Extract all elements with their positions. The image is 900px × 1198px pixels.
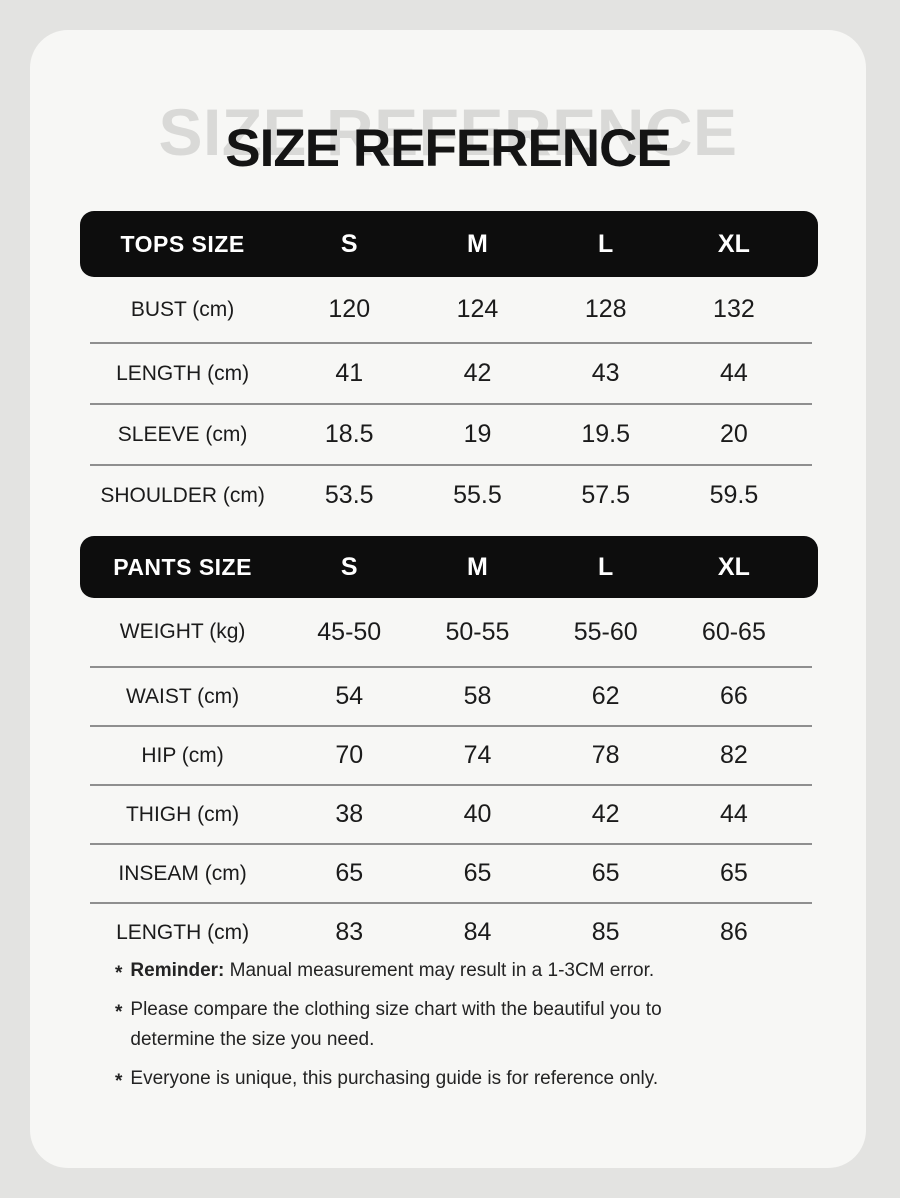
size-value: 128 xyxy=(584,295,627,323)
row-divider xyxy=(90,902,812,904)
tops-size-table: TOPS SIZE S M L XL BUST (cm) 120 124 128 132 LENGT… xyxy=(80,211,818,525)
row-label: LENGTH (cm) xyxy=(116,920,250,944)
asterisk-marker: * xyxy=(115,1002,123,1023)
row-label: INSEAM (cm) xyxy=(118,861,247,885)
size-value: 41 xyxy=(335,359,364,387)
row-label: LENGTH (cm) xyxy=(116,361,250,385)
size-value: 54 xyxy=(335,682,364,710)
table-row: LENGTH (cm) 83 84 85 86 xyxy=(80,904,818,961)
footnote: * Everyone is unique, this purchasing gui… xyxy=(115,1064,811,1094)
size-value: 42 xyxy=(463,359,492,387)
row-divider xyxy=(90,784,812,786)
size-value: 120 xyxy=(328,295,371,323)
size-value: 84 xyxy=(463,918,492,946)
size-value: 74 xyxy=(463,741,492,769)
size-value: 62 xyxy=(591,682,620,710)
asterisk-marker: * xyxy=(115,1071,123,1092)
size-value: 124 xyxy=(456,295,499,323)
size-tables: TOPS SIZE S M L XL BUST (cm) 120 124 128 132 LENGT… xyxy=(80,211,818,961)
row-label: WEIGHT (kg) xyxy=(119,620,246,643)
footnote-text: Reminder: Manual measurement may result … xyxy=(130,960,655,981)
size-value: 58 xyxy=(463,682,492,710)
size-value: 65 xyxy=(463,859,492,887)
row-divider xyxy=(90,666,812,668)
size-value: 57.5 xyxy=(581,481,631,509)
size-value: 82 xyxy=(720,741,748,769)
pants-size-header-bar: PANTS SIZE S M L XL xyxy=(80,536,818,598)
size-value: 59.5 xyxy=(709,481,759,509)
table-header-label: PANTS SIZE xyxy=(113,553,252,580)
row-divider xyxy=(90,464,812,466)
size-value: 45-50 xyxy=(317,617,382,646)
size-column-header: M xyxy=(467,552,488,581)
size-value: 66 xyxy=(720,682,748,710)
size-value: 42 xyxy=(591,800,620,828)
size-value: 53.5 xyxy=(324,481,374,509)
size-value: 55-60 xyxy=(573,617,638,646)
footnote-text: Everyone is unique, this purchasing guid… xyxy=(130,1068,659,1089)
size-column-header: L xyxy=(598,229,614,258)
page-title: SIZE REFERENCE xyxy=(225,119,671,178)
table-row: WAIST (cm) 54 58 62 66 xyxy=(80,668,818,725)
size-value: 40 xyxy=(463,800,492,828)
row-label: SHOULDER (cm) xyxy=(100,483,265,507)
size-value: 38 xyxy=(335,800,364,828)
size-value: 19.5 xyxy=(581,420,631,448)
size-value: 132 xyxy=(713,295,755,323)
footnote-text: Please compare the clothing size chart w… xyxy=(130,999,662,1050)
title-block: SIZE REFERENCE SIZE REFERENCE xyxy=(30,30,866,215)
size-value: 86 xyxy=(720,918,748,946)
size-value: 50-55 xyxy=(445,617,510,646)
table-row: THIGH (cm) 38 40 42 44 xyxy=(80,786,818,843)
row-label: HIP (cm) xyxy=(141,743,224,767)
size-value: 85 xyxy=(591,918,620,946)
size-value: 65 xyxy=(720,859,748,887)
table-row: INSEAM (cm) 65 65 65 65 xyxy=(80,845,818,902)
table-row: BUST (cm) 120 124 128 132 xyxy=(80,277,818,342)
table-header-label: TOPS SIZE xyxy=(120,230,245,257)
pants-size-table: PANTS SIZE S M L XL WEIGHT (kg) 45-50 50-55 55-6… xyxy=(80,536,818,961)
row-divider xyxy=(90,403,812,405)
size-column-header: XL xyxy=(717,552,750,581)
title-echo-watermark: SIZE REFERENCE xyxy=(158,95,738,169)
footnote: * Reminder: Manual measurement may result… xyxy=(115,956,811,986)
row-label: WAIST (cm) xyxy=(125,684,240,708)
size-reference-card: SIZE REFERENCE SIZE REFERENCE TOPS SIZE S… xyxy=(30,30,866,1168)
table-row: SLEEVE (cm) 18.5 19 19.5 20 xyxy=(80,405,818,464)
size-column-header: S xyxy=(340,552,358,581)
footnote-bold-prefix: Reminder: xyxy=(130,960,225,981)
size-column-header: M xyxy=(467,229,488,258)
size-value: 19 xyxy=(463,420,492,448)
table-row: LENGTH (cm) 41 42 43 44 xyxy=(80,344,818,403)
row-label: THIGH (cm) xyxy=(125,802,240,826)
size-value: 60-65 xyxy=(701,617,766,646)
size-value: 55.5 xyxy=(453,481,502,509)
size-value: 43 xyxy=(591,359,620,387)
size-value: 44 xyxy=(720,800,748,828)
row-divider xyxy=(90,725,812,727)
size-value: 65 xyxy=(591,859,620,887)
table-row: HIP (cm) 70 74 78 82 xyxy=(80,727,818,784)
size-value: 78 xyxy=(591,741,620,769)
footnotes: * Reminder: Manual measurement may result… xyxy=(115,956,811,1103)
table-row: SHOULDER (cm) 53.5 55.5 57.5 59.5 xyxy=(80,466,818,525)
size-value: 20 xyxy=(720,420,748,448)
footnote: * Please compare the clothing size chart … xyxy=(115,995,811,1055)
size-column-header: S xyxy=(340,229,358,258)
size-column-header: XL xyxy=(717,229,750,258)
row-divider xyxy=(90,342,812,344)
size-value: 18.5 xyxy=(324,420,374,448)
row-label: BUST (cm) xyxy=(130,297,235,321)
asterisk-marker: * xyxy=(115,963,123,984)
size-value: 83 xyxy=(335,918,364,946)
size-column-header: L xyxy=(598,552,614,581)
tops-size-header-bar: TOPS SIZE S M L XL xyxy=(80,211,818,277)
row-label: SLEEVE (cm) xyxy=(117,422,248,446)
size-value: 44 xyxy=(720,359,748,387)
table-row: WEIGHT (kg) 45-50 50-55 55-60 60-65 xyxy=(80,598,818,666)
size-value: 70 xyxy=(335,741,364,769)
row-divider xyxy=(90,843,812,845)
size-value: 65 xyxy=(335,859,364,887)
